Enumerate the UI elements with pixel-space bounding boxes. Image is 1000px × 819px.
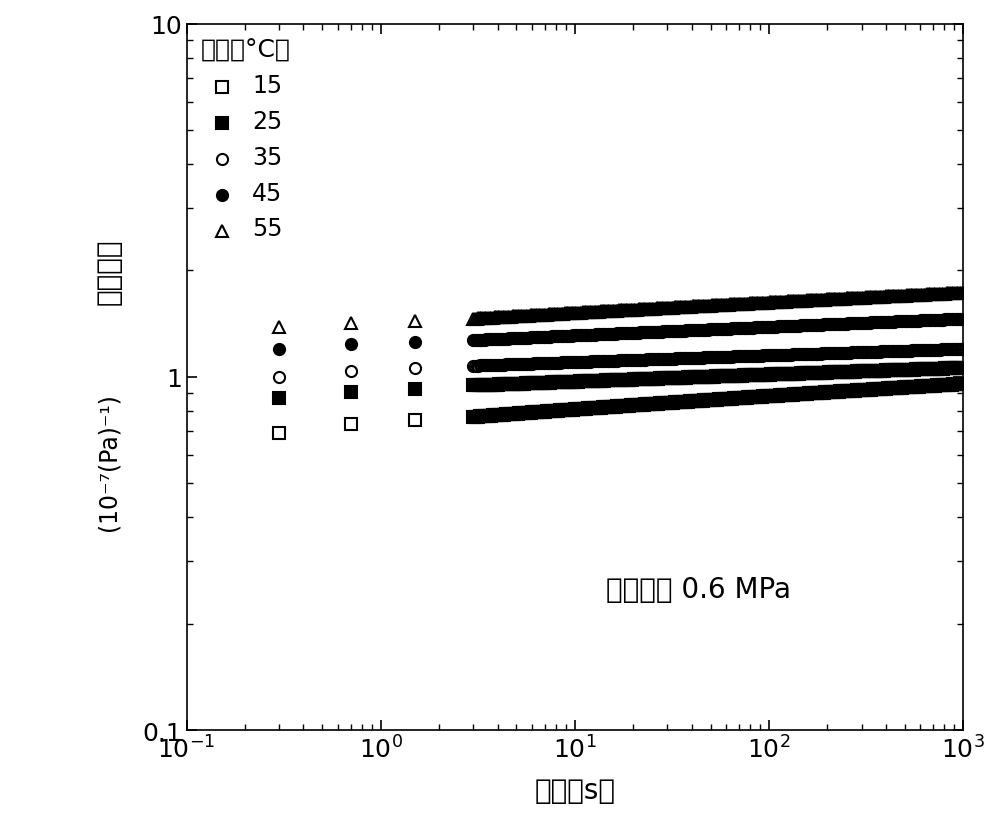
25 [541, 378, 553, 388]
25 [273, 394, 285, 404]
55 [626, 305, 638, 315]
45 [937, 315, 949, 325]
25 [957, 364, 969, 373]
55 [541, 310, 553, 320]
45 [680, 326, 692, 336]
45 [664, 327, 676, 337]
Text: 蟠变柔量: 蟠变柔量 [95, 238, 123, 305]
15 [626, 401, 638, 411]
15 [273, 428, 285, 438]
55 [937, 289, 949, 299]
Legend: 15, 25, 35, 45, 55: 15, 25, 35, 45, 55 [193, 31, 297, 248]
15 [680, 397, 692, 407]
55 [664, 303, 676, 313]
Line: 25: 25 [274, 363, 969, 405]
45 [273, 345, 285, 355]
35 [626, 355, 638, 365]
15 [957, 379, 969, 389]
35 [273, 373, 285, 382]
35 [541, 359, 553, 369]
55 [490, 313, 502, 323]
Text: (10⁻⁷(Pa)⁻¹): (10⁻⁷(Pa)⁻¹) [97, 393, 121, 531]
45 [957, 314, 969, 324]
45 [541, 333, 553, 342]
Text: 恒定应力 0.6 MPa: 恒定应力 0.6 MPa [606, 575, 791, 603]
55 [273, 323, 285, 333]
35 [957, 345, 969, 355]
15 [664, 398, 676, 408]
25 [490, 380, 502, 390]
Line: 55: 55 [274, 287, 969, 333]
55 [680, 302, 692, 312]
45 [490, 335, 502, 345]
25 [664, 373, 676, 383]
15 [490, 411, 502, 421]
35 [937, 345, 949, 355]
35 [490, 360, 502, 370]
Line: 35: 35 [274, 344, 969, 382]
15 [541, 407, 553, 417]
15 [937, 381, 949, 391]
35 [664, 355, 676, 364]
Line: 15: 15 [274, 379, 969, 439]
55 [957, 288, 969, 298]
25 [937, 364, 949, 374]
45 [626, 328, 638, 338]
X-axis label: 时间（s）: 时间（s） [534, 776, 615, 804]
Line: 45: 45 [274, 314, 969, 355]
25 [626, 375, 638, 385]
25 [680, 373, 692, 383]
35 [680, 354, 692, 364]
